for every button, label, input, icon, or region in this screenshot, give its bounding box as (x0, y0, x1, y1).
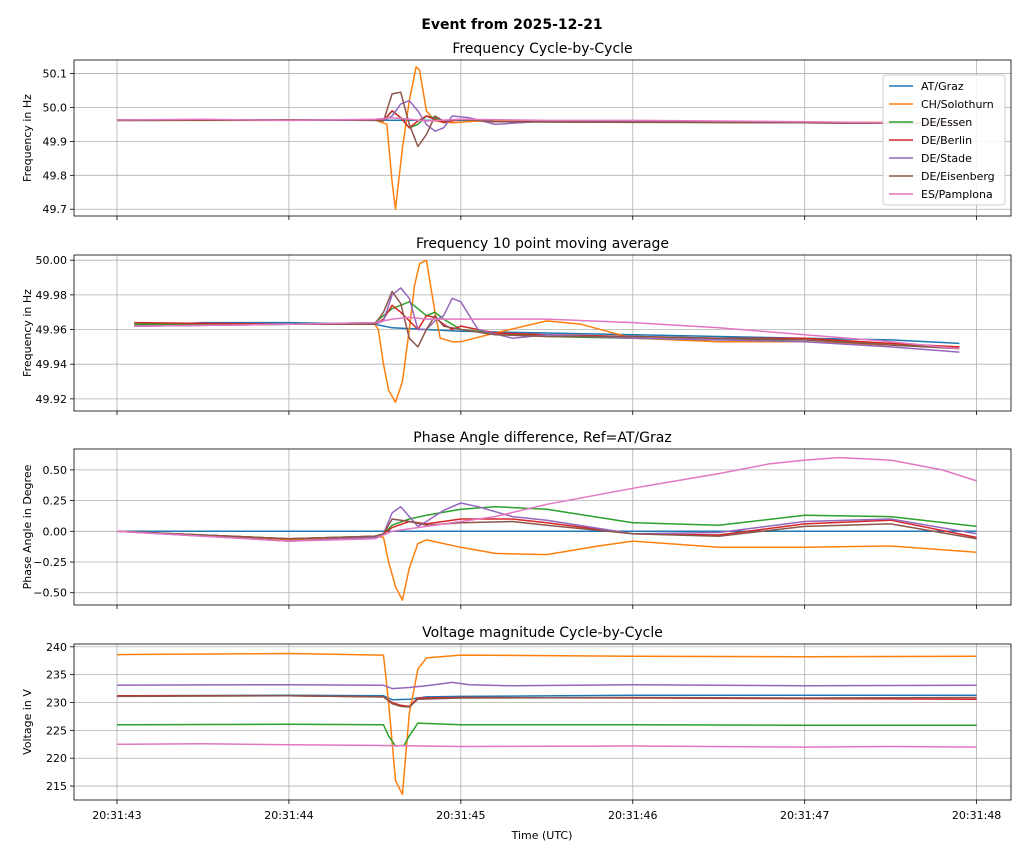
panel-4: 215 220 225 230 235 240 20:31:43 20:31:44 20:31:… (21, 625, 1012, 822)
x-tick-label: 20:31:46 (608, 809, 657, 822)
series-line-de-eisenberg (116, 695, 977, 708)
panel-title: Frequency Cycle-by-Cycle (452, 41, 632, 57)
plot-frame (73, 254, 1012, 412)
panel-title: Voltage magnitude Cycle-by-Cycle (422, 625, 663, 641)
series-line-de-essen (116, 722, 977, 747)
legend-label: DE/Eisenberg (921, 170, 995, 183)
y-axis-label: Phase Angle in Degree (21, 464, 34, 589)
legend-frame (882, 74, 1006, 206)
series-group (116, 66, 960, 210)
series-line-es-pamplona (134, 316, 960, 350)
series-line-de-berlin (134, 304, 960, 348)
series-line-de-eisenberg (116, 518, 977, 540)
y-axis-label: Frequency in Hz (21, 289, 34, 377)
y-tick-label: 49.92 (36, 393, 68, 406)
y-axis-label: Voltage in V (21, 689, 34, 755)
series-line-es-pamplona (116, 456, 977, 542)
series-line-ch-solothurn (117, 66, 960, 210)
legend: AT/Graz CH/Solothurn DE/Essen DE/Berlin DE/S… (882, 74, 1006, 206)
panel-title: Frequency 10 point moving average (416, 236, 669, 252)
y-tick-label: 240 (46, 641, 67, 654)
series-line-de-eisenberg (134, 290, 960, 350)
panel-2: 49.92 49.94 49.96 49.98 50.00 Frequency 10 po… (21, 236, 1012, 415)
legend-label: DE/Stade (921, 152, 972, 165)
y-tick-label: 235 (46, 669, 67, 682)
series-group (134, 259, 960, 404)
series-line-ch-solothurn (134, 259, 960, 404)
series-group (116, 652, 977, 796)
plot-frame (73, 448, 1012, 606)
series-line-de-stade (134, 287, 960, 353)
y-tick-label: 49.9 (43, 135, 68, 148)
figure-title: Event from 2025-12-21 (421, 17, 602, 33)
series-line-ch-solothurn (116, 530, 977, 601)
y-tick-label: 230 (46, 697, 67, 710)
y-tick-label: 49.94 (36, 358, 68, 371)
y-tick-label: 49.7 (43, 203, 68, 216)
legend-label: AT/Graz (921, 80, 964, 93)
legend-label: DE/Essen (921, 116, 972, 129)
y-tick-label: 0.25 (43, 495, 68, 508)
y-tick-label: 50.00 (36, 254, 68, 267)
plot-frame (73, 59, 1012, 217)
chart-panels: 49.7 49.8 49.9 50.0 50.1 Frequency Cycle-by-C… (21, 41, 1012, 822)
series-group (116, 456, 977, 601)
legend-label: ES/Pamplona (921, 188, 993, 201)
x-axis-label: Time (UTC) (511, 829, 573, 842)
y-tick-label: 0.00 (43, 525, 68, 538)
series-line-de-eisenberg (116, 91, 960, 148)
series-line-de-stade (116, 681, 977, 690)
series-line-es-pamplona (116, 742, 977, 748)
panel-1: 49.7 49.8 49.9 50.0 50.1 Frequency Cycle-by-C… (21, 41, 1012, 220)
y-tick-label: 50.0 (43, 101, 68, 114)
x-tick-label: 20:31:44 (264, 809, 313, 822)
y-tick-label: 49.98 (36, 289, 68, 302)
y-tick-label: −0.25 (33, 556, 67, 569)
y-tick-label: 215 (46, 780, 67, 793)
y-tick-label: 50.1 (43, 68, 68, 81)
x-tick-label: 20:31:45 (436, 809, 485, 822)
x-tick-label: 20:31:43 (92, 809, 141, 822)
legend-label: DE/Berlin (921, 134, 972, 147)
series-line-ch-solothurn (116, 652, 977, 796)
series-line-de-stade (116, 99, 960, 132)
y-tick-label: 0.50 (43, 464, 68, 477)
y-tick-label: 49.8 (43, 169, 68, 182)
x-tick-label: 20:31:48 (952, 809, 1001, 822)
panel-title: Phase Angle difference, Ref=AT/Graz (413, 430, 671, 446)
y-tick-label: −0.50 (33, 587, 67, 600)
series-line-es-pamplona (116, 116, 960, 125)
y-axis-label: Frequency in Hz (21, 94, 34, 182)
panel-3: −0.50 −0.25 0.00 0.25 0.50 Phase Angle differ… (21, 430, 1012, 609)
y-tick-label: 49.96 (36, 324, 68, 337)
plot-frame (73, 643, 1012, 801)
y-tick-label: 220 (46, 752, 67, 765)
legend-label: CH/Solothurn (921, 98, 994, 111)
y-tick-label: 225 (46, 724, 67, 737)
series-line-de-berlin (116, 518, 977, 540)
x-tick-label: 20:31:47 (780, 809, 829, 822)
